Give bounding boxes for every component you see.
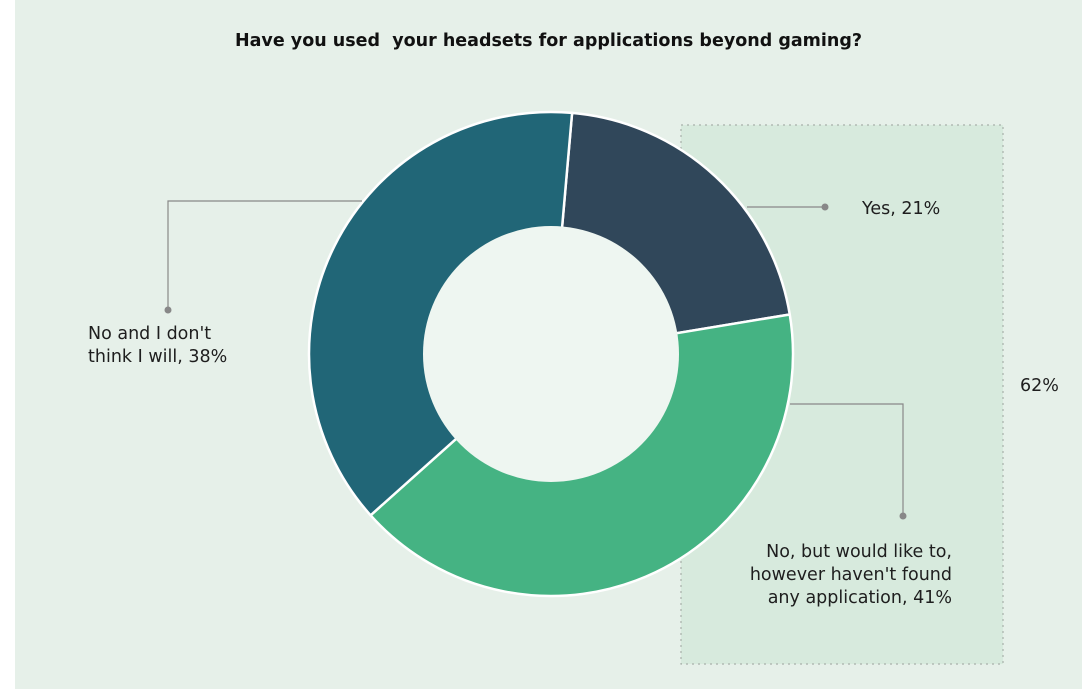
leader-dot-yes [821,203,829,211]
leader-line-would [790,403,904,516]
data-label-yes: Yes, 21% [862,199,941,219]
leader-line-no [167,200,362,310]
data-label-no-line-1: No and I don't [88,324,212,344]
data-label-would-line-1: No, but would like to, [766,542,952,562]
data-label-would-line-2: however haven't found [749,565,952,585]
data-label-no-line-2: think I will, 38% [88,347,228,367]
group-total-label: 62% [1020,376,1059,396]
data-label-no: No and I don't think I will, 38% [88,323,288,369]
donut-hole [423,226,679,482]
chart-title: Have you used your headsets for applicat… [234,31,863,51]
leader-dot-would [899,512,907,520]
data-label-would-line-3: any application, 41% [767,588,952,608]
data-label-would-like: No, but would like to, however haven't f… [640,541,952,610]
leader-dot-no [164,306,172,314]
